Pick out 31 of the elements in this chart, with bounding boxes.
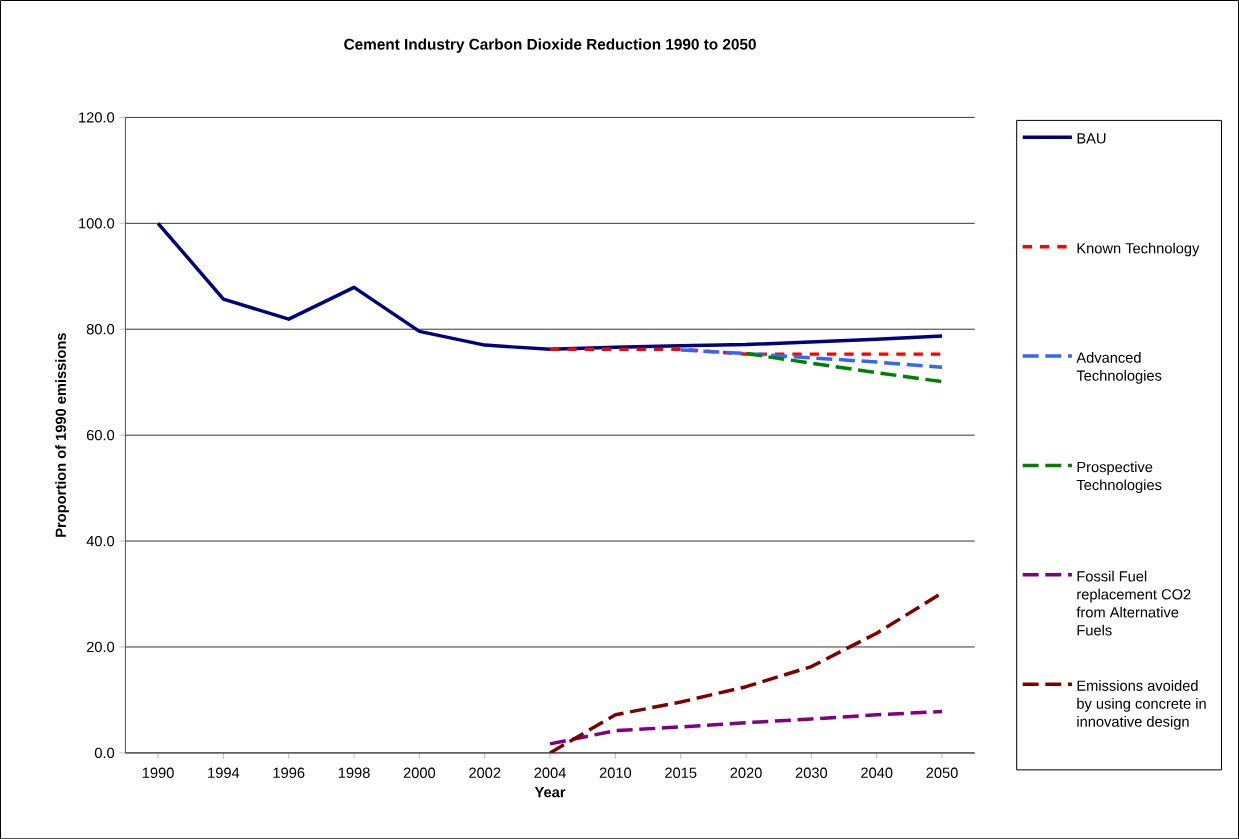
- legend-label: Prospective Technologies: [1076, 461, 1162, 493]
- x-tick-label: 2010: [599, 767, 632, 778]
- y-tick-label: 60.0: [86, 429, 115, 441]
- x-tick-label: 1998: [338, 767, 370, 778]
- legend-label: BAU: [1077, 133, 1106, 144]
- y-tick-label: 80.0: [86, 323, 115, 335]
- x-axis-title: Year: [534, 786, 566, 798]
- x-tick-label: 1996: [273, 767, 305, 778]
- x-tick-label: 2000: [403, 767, 436, 778]
- legend-label: Advanced Technologies: [1076, 351, 1162, 384]
- chart-title: Cement Industry Carbon Dioxide Reduction 1990 to 2050: [344, 38, 756, 53]
- x-tick-label: 2020: [730, 767, 762, 778]
- x-tick-label: 2050: [926, 767, 958, 778]
- x-tick-label: 2002: [469, 767, 501, 778]
- legend-label: Emissions avoided by using concrete in innovative design: [1077, 679, 1206, 730]
- x-tick-label: 2040: [861, 767, 893, 778]
- x-tick-label: 1990: [142, 767, 174, 778]
- x-tick-label: 1994: [208, 767, 240, 778]
- line-series: [548, 709, 944, 746]
- y-tick-label: 0.0: [94, 747, 115, 758]
- y-tick-label: 40.0: [86, 535, 115, 547]
- x-tick-label: 2004: [534, 767, 566, 778]
- x-tick-label: 2030: [795, 767, 828, 778]
- y-tick-label: 100.0: [79, 217, 115, 229]
- line-series: [678, 347, 944, 369]
- legend-label: Fossil Fuel replacement CO2 from Alternative Fuels: [1076, 570, 1191, 636]
- y-tick-label: 20.0: [86, 641, 115, 653]
- y-tick-label: 120.0: [79, 112, 115, 123]
- x-tick-label: 2015: [665, 767, 697, 778]
- y-axis-title: Proportion of 1990 emissions: [55, 332, 69, 537]
- legend-label: Known Technology: [1077, 242, 1200, 257]
